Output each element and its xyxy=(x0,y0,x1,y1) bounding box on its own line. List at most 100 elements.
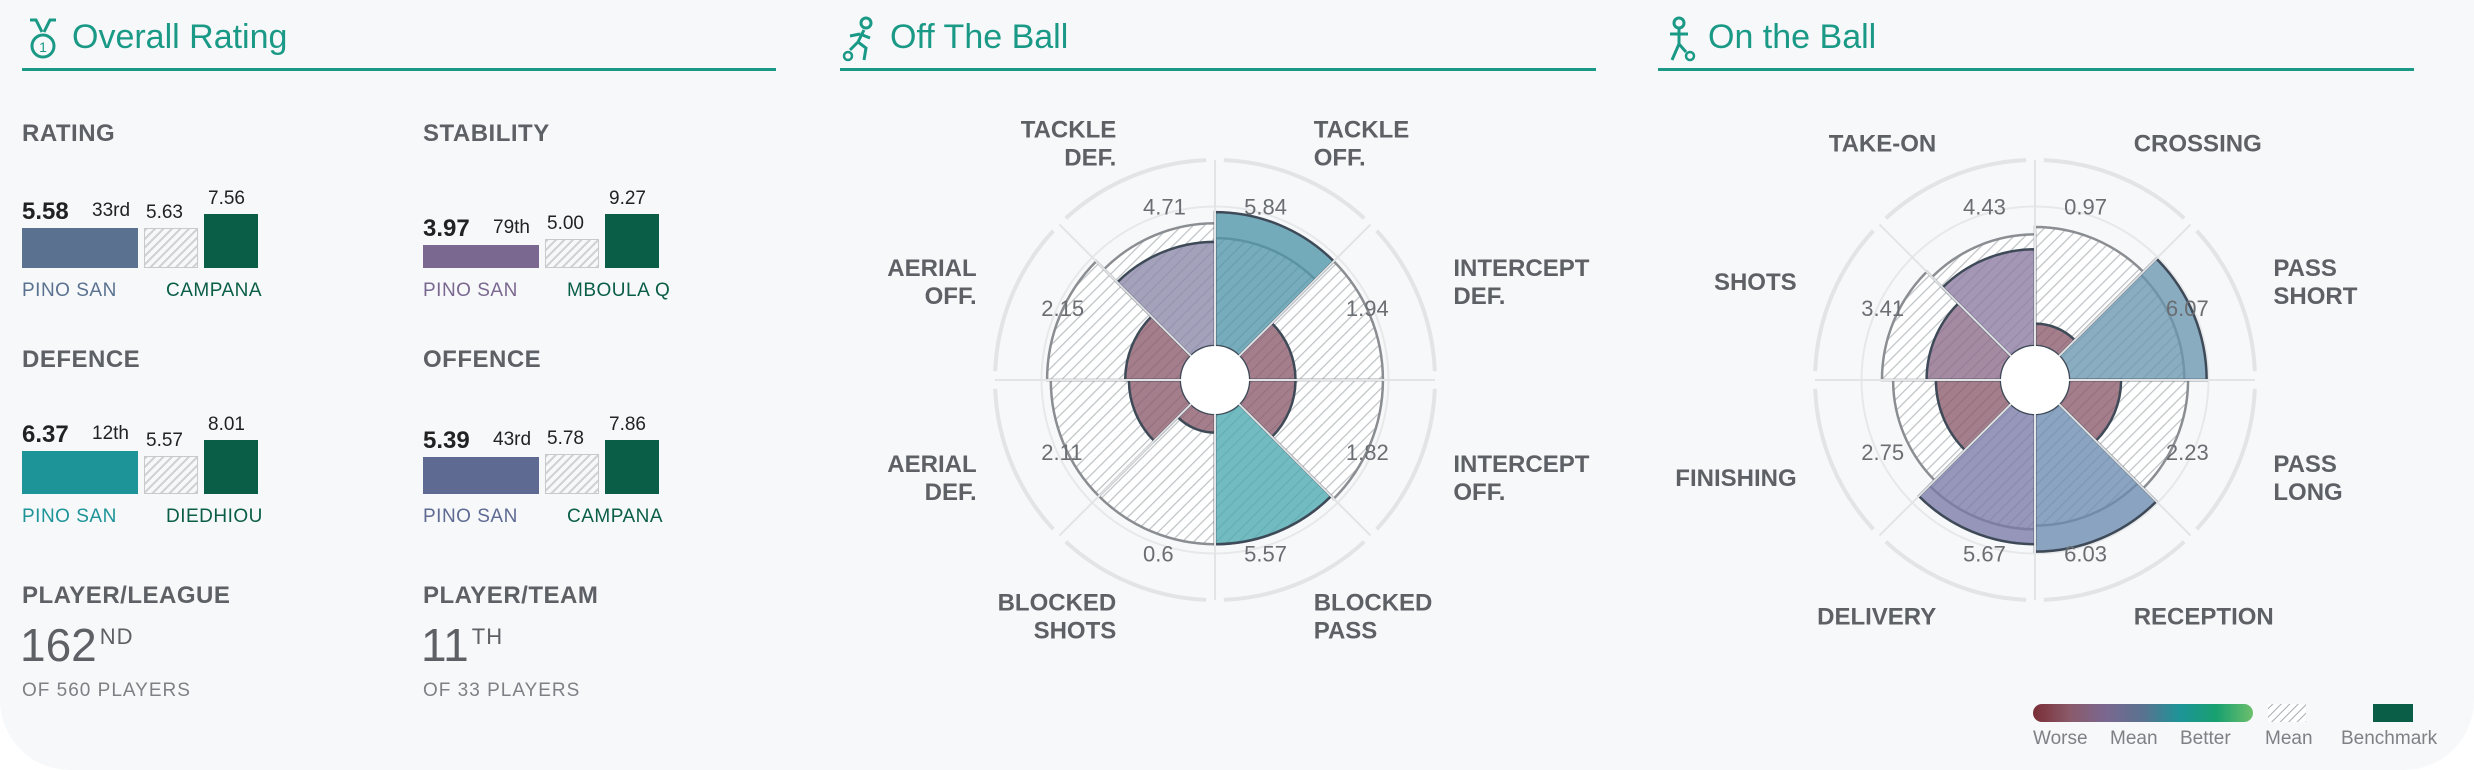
player-bar xyxy=(22,451,138,494)
axis-value: 2.75 xyxy=(1861,440,1904,465)
axis-label: INTERCEPT OFF. xyxy=(1453,451,1589,506)
axis-label: TACKLE DEF. xyxy=(1021,116,1117,171)
axis-value: 0.97 xyxy=(2064,194,2107,219)
benchmark-player-name: CAMPANA xyxy=(567,506,664,527)
benchmark-bar xyxy=(605,214,659,268)
player-name: PINO SAN xyxy=(22,506,117,527)
player-value: 6.37 xyxy=(22,421,69,449)
benchmark-value: 8.01 xyxy=(208,414,245,435)
player-name: PINO SAN xyxy=(423,280,518,301)
radar-spoke xyxy=(1058,223,1192,357)
legend-better: Better xyxy=(2180,728,2231,749)
radar-spoke xyxy=(1238,223,1372,357)
axis-value: 4.43 xyxy=(1963,194,2006,219)
mean-bar xyxy=(144,227,198,268)
player-bar xyxy=(22,228,138,268)
radar-spoke xyxy=(1058,403,1192,537)
benchmark-value: 7.86 xyxy=(609,414,646,435)
mean-bar xyxy=(545,454,599,494)
player-league-label: PLAYER/LEAGUE xyxy=(22,582,231,609)
off-the-ball-radar: 5.84 TACKLE OFF. 1.94 INTERCEPT DEF. 1.82 INTER… xyxy=(887,116,1589,645)
axis-label: TAKE-ON xyxy=(1829,130,1937,157)
rank-suffix: TH xyxy=(471,624,504,649)
axis-value: 6.03 xyxy=(2064,542,2107,567)
player-rank: 33rd xyxy=(92,200,131,222)
player-league-sub: OF 560 PLAYERS xyxy=(22,680,191,701)
benchmark-player-name: DIEDHIOU xyxy=(166,506,263,527)
metric-label: DEFENCE xyxy=(22,346,141,373)
mean-bar xyxy=(144,456,198,494)
player-wedge xyxy=(1115,240,1217,358)
axis-value: 5.57 xyxy=(1244,542,1287,567)
axis-label: INTERCEPT DEF. xyxy=(1453,255,1589,310)
outer-ring-segment xyxy=(1064,540,1207,602)
player-name: PINO SAN xyxy=(22,280,117,301)
axis-value: 1.82 xyxy=(1346,440,1389,465)
outer-ring-segment xyxy=(2043,540,2186,602)
axis-label: RECEPTION xyxy=(2134,604,2274,631)
metric-label: OFFENCE xyxy=(423,346,542,373)
benchmark-bar xyxy=(204,440,258,494)
outer-ring-segment xyxy=(1884,540,2027,602)
off-the-ball-header: Off The Ball xyxy=(840,10,1596,71)
axis-value: 3.41 xyxy=(1861,296,1904,321)
player-team-sub: OF 33 PLAYERS xyxy=(423,680,581,701)
outer-ring-segment xyxy=(1223,540,1366,602)
axis-label: FINISHING xyxy=(1675,465,1796,492)
outer-ring-segment xyxy=(2195,229,2257,372)
axis-value: 5.84 xyxy=(1244,194,1287,219)
metric-label: RATING xyxy=(22,120,116,147)
radar-spoke xyxy=(1878,403,2012,537)
legend-worse: Worse xyxy=(2033,728,2088,749)
player-team-label: PLAYER/TEAM xyxy=(423,582,599,609)
benchmark-value: 7.56 xyxy=(208,188,245,209)
on-the-ball-title: On the Ball xyxy=(1708,18,1877,56)
legend-mean-swatch xyxy=(2268,704,2306,722)
medal-icon: 1 xyxy=(30,18,56,59)
axis-value: 0.6 xyxy=(1143,542,1174,567)
player-rank: 43rd xyxy=(493,428,532,450)
axis-value: 4.71 xyxy=(1143,194,1186,219)
player-team-rank: 11 TH xyxy=(421,619,504,671)
legend xyxy=(2033,704,2413,722)
player-rank: 12th xyxy=(92,423,129,445)
outer-ring-segment xyxy=(1223,158,1366,220)
legend-benchmark-swatch xyxy=(2373,704,2413,722)
axis-label: AERIAL OFF. xyxy=(887,255,976,310)
radar-spoke xyxy=(1238,403,1372,537)
outer-ring-segment xyxy=(1375,229,1437,372)
mean-bar xyxy=(545,238,599,268)
axis-label: SHOTS xyxy=(1714,269,1797,296)
outer-ring-segment xyxy=(2195,388,2257,531)
outer-ring-segment xyxy=(2043,158,2186,220)
axis-value: 1.94 xyxy=(1346,296,1389,321)
axis-label: PASS LONG xyxy=(2273,451,2342,506)
player-value: 3.97 xyxy=(423,214,470,242)
axis-value: 6.07 xyxy=(2166,296,2209,321)
radar-spoke xyxy=(2058,223,2192,357)
outer-ring-segment xyxy=(1813,388,1875,531)
player-with-ball-icon xyxy=(1670,16,1696,62)
benchmark-bar xyxy=(605,440,659,494)
player-value: 5.58 xyxy=(22,198,69,226)
on-the-ball-header: On the Ball xyxy=(1658,10,2414,71)
on-the-ball-radar: 0.97 CROSSING 6.07 PASS SHORT 2.23 PASS LONG 6.0… xyxy=(1675,130,2357,631)
mean-value: 5.00 xyxy=(547,212,584,234)
mean-value: 5.63 xyxy=(146,201,183,223)
axis-label: BLOCKED PASS xyxy=(1314,590,1433,645)
radar-center xyxy=(1181,346,1249,414)
axis-label: BLOCKED SHOTS xyxy=(998,590,1117,645)
svg-text:1: 1 xyxy=(39,39,47,55)
radar-spoke xyxy=(1878,223,2012,357)
radar-center xyxy=(2001,346,2069,414)
overall-rating-title: Overall Rating xyxy=(72,18,288,56)
axis-value: 5.67 xyxy=(1963,542,2006,567)
outer-ring-segment xyxy=(1884,158,2027,220)
player-rank: 79th xyxy=(493,216,530,238)
player-name: PINO SAN xyxy=(423,506,518,527)
legend-gradient-bar xyxy=(2033,704,2253,722)
axis-label: CROSSING xyxy=(2134,130,2262,157)
legend-benchmark: Benchmark xyxy=(2341,728,2438,749)
outer-ring-segment xyxy=(993,229,1055,372)
